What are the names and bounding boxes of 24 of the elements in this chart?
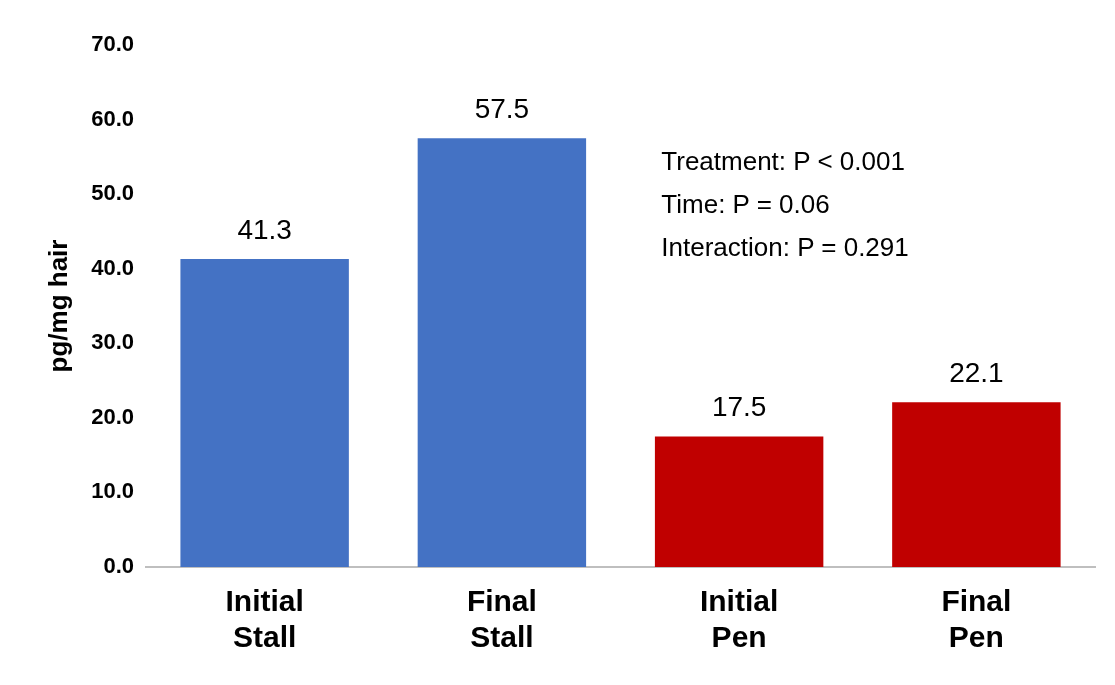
- y-tick-label: 50.0: [91, 180, 135, 206]
- annotation: Interaction: P = 0.291: [661, 232, 909, 263]
- data-label: 17.5: [711, 391, 767, 423]
- y-tick-label: 40.0: [91, 254, 135, 280]
- y-tick-label: 60.0: [91, 105, 135, 131]
- y-tick-label: 20.0: [91, 403, 135, 429]
- data-label: 41.3: [237, 213, 292, 245]
- bar: [417, 138, 587, 567]
- x-tick-label: Initial Stall: [225, 584, 304, 654]
- y-tick-label: 0.0: [103, 553, 135, 579]
- bar: [654, 436, 824, 567]
- x-tick-label: Final Stall: [466, 584, 537, 654]
- y-tick-label: 10.0: [91, 478, 135, 504]
- bar: [892, 402, 1061, 567]
- data-label: 57.5: [474, 92, 530, 124]
- bar: [180, 259, 349, 567]
- data-label: 22.1: [949, 356, 1004, 388]
- annotation: Time: P = 0.06: [661, 189, 830, 220]
- y-axis-title: pg/mg hair: [42, 239, 73, 373]
- x-tick-label: Final Pen: [941, 584, 1012, 654]
- annotation: Treatment: P < 0.001: [661, 146, 905, 177]
- y-tick-label: 30.0: [91, 329, 135, 355]
- y-tick-label: 70.0: [91, 31, 135, 57]
- x-tick-label: Initial Pen: [699, 584, 779, 654]
